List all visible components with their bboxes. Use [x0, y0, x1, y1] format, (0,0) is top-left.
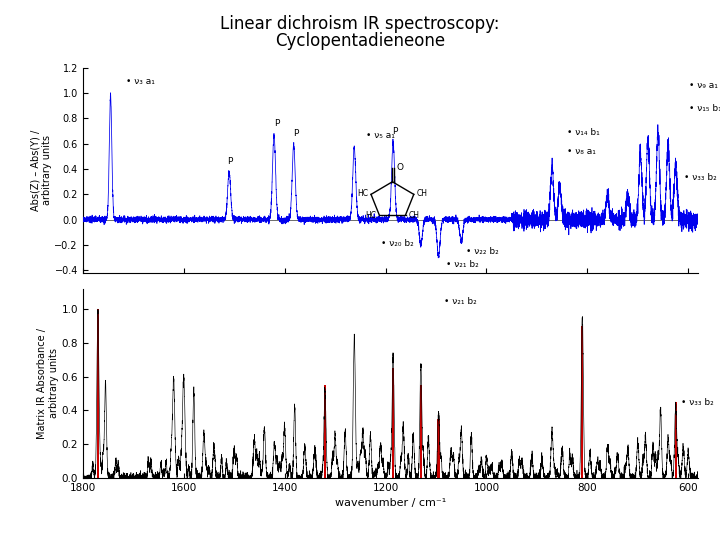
Text: P: P	[392, 127, 398, 136]
Text: • ν₂₂ b₂: • ν₂₂ b₂	[467, 247, 499, 256]
Text: O: O	[397, 163, 404, 172]
Text: • ν₃₃ b₂: • ν₃₃ b₂	[684, 172, 717, 181]
Y-axis label: Matrix IR Absorbance /
arbitrary units: Matrix IR Absorbance / arbitrary units	[37, 328, 58, 439]
Text: Cyclopentadieneone: Cyclopentadieneone	[275, 32, 445, 50]
Bar	[96, 309, 99, 478]
Text: • ν₁₄ b₁: • ν₁₄ b₁	[567, 128, 600, 137]
Text: Linear dichroism IR spectroscopy:: Linear dichroism IR spectroscopy:	[220, 15, 500, 33]
Text: P: P	[274, 119, 279, 129]
Text: • ν₉ a₁: • ν₉ a₁	[689, 82, 718, 90]
Bar	[324, 385, 326, 478]
Bar	[675, 402, 677, 478]
Text: CH: CH	[416, 189, 428, 198]
Bar	[581, 326, 583, 478]
Text: • ν₈ a₁: • ν₈ a₁	[567, 147, 596, 156]
Text: CH: CH	[408, 211, 419, 220]
Text: HC: HC	[366, 211, 377, 220]
Bar	[420, 385, 422, 478]
Text: P: P	[293, 130, 298, 138]
X-axis label: wavenumber / cm⁻¹: wavenumber / cm⁻¹	[335, 498, 446, 508]
Y-axis label: Abs(Z) – Abs(Y) /
arbitrary units: Abs(Z) – Abs(Y) / arbitrary units	[30, 130, 52, 211]
Text: • ν₃ a₁: • ν₃ a₁	[126, 78, 155, 86]
Text: HC: HC	[357, 189, 369, 198]
Bar	[392, 368, 395, 478]
Text: • ν₂₁ b₂: • ν₂₁ b₂	[444, 298, 477, 306]
Text: P: P	[228, 157, 233, 166]
Text: • ν₃₃ b₂: • ν₃₃ b₂	[680, 398, 714, 407]
Bar	[438, 419, 440, 478]
Text: • ν₂₀ b₂: • ν₂₀ b₂	[380, 239, 413, 247]
Text: • ν₅ a₁: • ν₅ a₁	[366, 131, 395, 140]
Text: • ν₂₁ b₂: • ν₂₁ b₂	[446, 260, 479, 269]
Text: • ν₁₅ b₁: • ν₁₅ b₁	[689, 104, 720, 113]
